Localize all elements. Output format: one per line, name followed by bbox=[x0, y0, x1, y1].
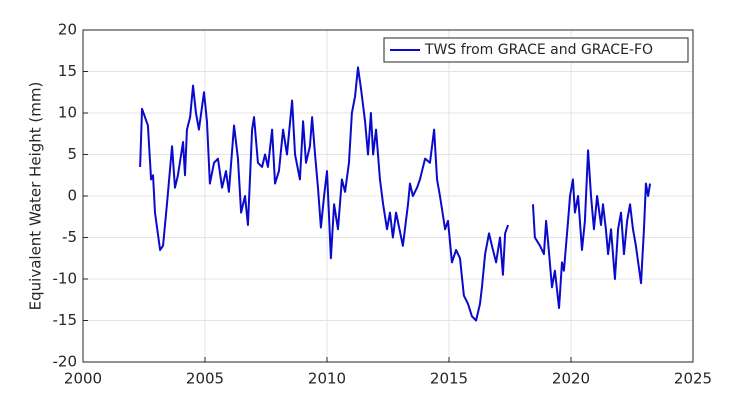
legend-label: TWS from GRACE and GRACE-FO bbox=[424, 42, 653, 58]
x-tick-label: 2020 bbox=[552, 370, 590, 388]
x-tick-label: 2010 bbox=[308, 370, 346, 388]
y-axis-label: Equivalent Water Height (mm) bbox=[27, 82, 45, 311]
y-tick-label: -20 bbox=[53, 353, 78, 371]
y-tick-label: 5 bbox=[67, 145, 77, 163]
legend-box bbox=[383, 37, 689, 63]
y-tick-label: 10 bbox=[58, 104, 77, 122]
legend: TWS from GRACE and GRACE-FO bbox=[383, 37, 689, 63]
x-tick-label: 2005 bbox=[186, 370, 224, 388]
y-tick-label: -10 bbox=[53, 270, 78, 288]
y-tick-label: 15 bbox=[58, 62, 77, 80]
y-tick-label: 0 bbox=[67, 187, 77, 205]
y-tick-label: 20 bbox=[58, 21, 77, 39]
x-tick-label: 2015 bbox=[430, 370, 468, 388]
data-line bbox=[139, 66, 652, 322]
y-tick-label: -15 bbox=[53, 311, 78, 329]
x-tick-label: 2000 bbox=[64, 370, 102, 388]
x-tick-label: 2025 bbox=[674, 370, 712, 388]
plot-frame bbox=[82, 29, 694, 363]
y-tick-label: -5 bbox=[62, 228, 77, 246]
